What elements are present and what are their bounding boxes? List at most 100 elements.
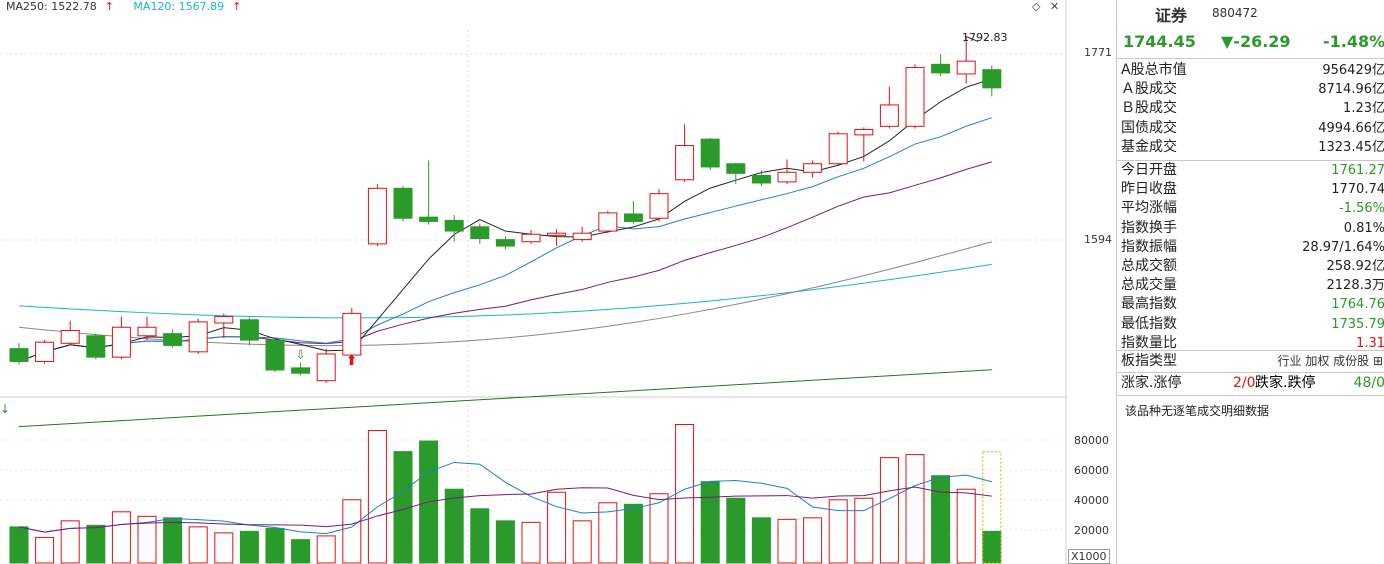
price-change-pct: -1.48% [1323,32,1384,51]
volume-bar [265,527,285,564]
stat-row: 指数振幅 28.97/1.64% [1119,238,1384,257]
volume-tick-80000: 80000 [1074,434,1109,447]
sell-signal-icon: ⇩ [296,348,306,362]
candle [675,145,695,181]
candle [879,104,899,127]
price-change: ▼-26.29 [1221,32,1291,51]
divider [1117,395,1384,396]
kline-chart[interactable]: ⇩ ⬆ [0,0,1116,564]
candle [137,326,157,337]
volume-bar [60,520,80,564]
divider [1117,160,1384,161]
down-count-value: 48/0 [1353,375,1384,391]
candle [598,212,618,232]
stat-value: 4994.66亿 [1318,120,1384,136]
candle [163,333,183,346]
candle [649,193,669,219]
price-tick-1771: 1771 [1084,46,1112,59]
volume-bar [444,488,464,564]
stat-value: 258.92亿 [1326,259,1384,274]
up-count-value: 2/0 [1233,375,1256,391]
stat-value: 28.97/1.64% [1302,239,1384,255]
stat-row: 昨日收盘 1770.74 [1119,180,1384,199]
candle [86,335,106,358]
candle [9,348,29,362]
candle [35,341,55,362]
stat-value: 2128.3万 [1326,278,1384,294]
volume-tick-60000: 60000 [1074,464,1109,477]
volume-bar [291,539,311,564]
current-price: 1744.45 [1123,32,1196,51]
volume-bar [342,499,362,564]
volume-ma10-line [18,486,992,533]
candle [700,138,720,168]
volume-bar [931,475,951,564]
ma5-line [18,78,992,362]
volume-bar [572,520,592,564]
volume-bar [495,520,515,564]
price-tick-1594: 1594 [1084,233,1112,246]
candle [111,326,131,358]
candle [239,319,259,341]
candle [444,219,464,232]
volume-bar [188,526,208,564]
candle [521,233,541,243]
high-marker-label: 1792.83 [962,31,1008,44]
kline-chart-area[interactable]: ⇩ ⬆ MA250: 1522.78 ↑ MA120: 1567.89 ↑ ◇ ✕ 1… [0,0,1116,564]
stat-label: 最高指数 [1121,296,1177,313]
candle [419,216,439,222]
volume-bar [675,424,695,564]
stat-label: 总成交量 [1121,277,1177,294]
stat-label: 总成交额 [1121,258,1177,274]
volume-bar [137,515,157,564]
stat-label: A股总市值 [1121,62,1187,78]
candle [342,312,362,356]
volume-bar [751,517,771,564]
volume-bar [854,497,874,564]
diamond-icon[interactable]: ◇ [1032,0,1041,13]
volume-bar [828,499,848,564]
volume-bar [316,535,336,564]
chart-top-icons: ◇ ✕ [1032,0,1065,13]
stat-value: 0.81% [1343,220,1384,236]
stat-label: 最低指数 [1121,315,1177,332]
buy-signal-icon: ⬆ [346,353,358,369]
volume-ma5-line [18,461,992,535]
down-count-label: 跌家.跌停 [1255,375,1316,391]
volume-bar [239,530,259,564]
stat-value: 1.23亿 [1343,101,1384,117]
stock-code: 880472 [1212,6,1258,20]
index-type-options[interactable]: 行业 加权 成份股 ⊞ [1277,354,1384,368]
close-icon[interactable]: ✕ [1049,0,1060,13]
ma250-label: MA250: 1522.78 [6,0,97,13]
candle [470,226,490,240]
stat-row: 最低指数 1735.79 [1119,315,1384,334]
ma250-legend: MA250: 1522.78 ↑ [6,0,122,13]
volume-bar [700,481,720,564]
candle [316,353,336,382]
ma60-line [18,241,992,347]
volume-bar [111,511,131,564]
candle [777,171,797,183]
stat-value: 1761.27 [1331,163,1384,178]
candle [367,187,387,245]
stat-value: 956429亿 [1322,63,1384,78]
candle [265,339,285,371]
volume-bar [367,430,387,564]
candle [60,329,80,344]
stat-label: 国债成交 [1121,119,1177,136]
candle [188,321,208,353]
volume-bar [35,536,55,564]
breadth-row: 涨家.涨停 2/0 跌家.跌停 48/0 [1119,374,1384,393]
divider [1117,372,1384,373]
index-type-row: 板指类型 行业 加权 成份股 ⊞ [1119,352,1384,371]
stat-label: 指数换手 [1121,219,1177,236]
candle [214,316,234,324]
stat-row: 总成交量 2128.3万 [1119,276,1384,295]
volume-bar [956,488,976,564]
stat-label: 今日开盘 [1121,162,1177,178]
candle [905,67,925,127]
volume-tick-40000: 40000 [1074,494,1109,507]
stat-row: 国债成交 4994.66亿 [1119,119,1384,138]
divider [1117,58,1384,59]
